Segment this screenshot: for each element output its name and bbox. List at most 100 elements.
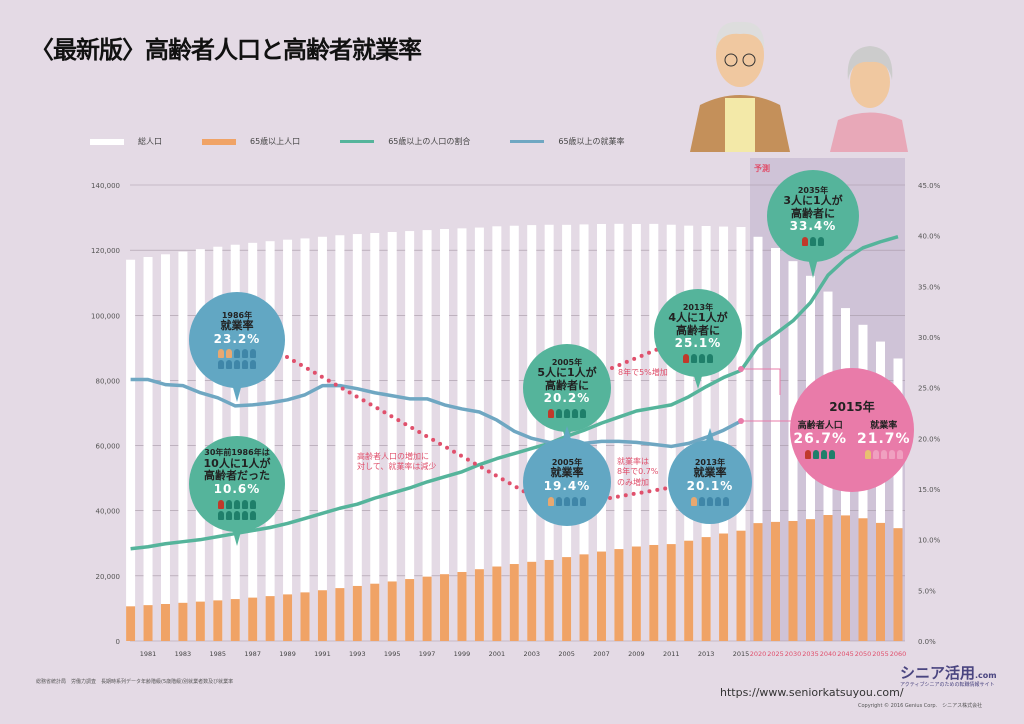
legend-label: 総人口 bbox=[138, 137, 162, 146]
x-tick-label: 2013 bbox=[698, 650, 715, 658]
bar-elderly-population bbox=[806, 519, 815, 641]
bar-elderly-population bbox=[893, 528, 903, 641]
bubble-message: 4人に1人が 高齢者に bbox=[668, 311, 728, 337]
ratio-line bbox=[130, 234, 899, 551]
elderly-couple-illustration bbox=[690, 21, 908, 152]
person-icon bbox=[707, 354, 713, 364]
dotted-annotation-line bbox=[285, 355, 527, 494]
bubble-pointer bbox=[562, 426, 572, 442]
person-icon bbox=[896, 450, 903, 460]
person-icon bbox=[691, 354, 697, 364]
person-icon bbox=[818, 237, 824, 247]
bar-elderly-population bbox=[178, 602, 188, 641]
bubble-message: 就業率 bbox=[693, 466, 727, 480]
person-icon bbox=[226, 349, 232, 359]
y-left-tick-label: 60,000 bbox=[96, 443, 121, 451]
x-tick-label: 1993 bbox=[349, 650, 366, 658]
bar-total-population bbox=[579, 224, 589, 641]
bubble-b2013emp: 2013年 就業率 20.1% bbox=[668, 440, 752, 524]
bar-total-population bbox=[771, 247, 780, 641]
elderly-pop-percent: 26.7% bbox=[793, 431, 847, 448]
bar-total-population bbox=[666, 224, 676, 642]
bar-elderly-population bbox=[527, 561, 537, 641]
dotted-annotation-line bbox=[610, 343, 670, 370]
bar-elderly-population bbox=[614, 549, 624, 641]
person-icon bbox=[234, 360, 240, 370]
person-icon bbox=[888, 450, 895, 460]
legend-label: 65歳以上人口 bbox=[250, 137, 301, 146]
legend-swatch-elderly bbox=[202, 138, 236, 145]
bar-total-population bbox=[265, 241, 275, 641]
x-tick-label: 2055 bbox=[872, 650, 889, 658]
person-icon bbox=[556, 409, 562, 419]
bar-elderly-population bbox=[492, 566, 502, 641]
person-icon bbox=[864, 450, 871, 460]
person-icon bbox=[548, 496, 554, 506]
bar-elderly-population bbox=[457, 571, 467, 641]
x-tick-label: 2005 bbox=[558, 650, 575, 658]
y-right-tick-label: 20.0% bbox=[918, 435, 941, 443]
bubble-pointer bbox=[232, 384, 242, 402]
bar-elderly-population bbox=[195, 601, 205, 641]
person-icon bbox=[218, 360, 224, 370]
legend-swatch-total bbox=[90, 138, 124, 145]
person-icon bbox=[250, 360, 256, 370]
y-right-tick-label: 30.0% bbox=[918, 334, 941, 342]
bar-elderly-population bbox=[544, 559, 554, 641]
person-icon bbox=[715, 496, 721, 506]
bar-total-population bbox=[474, 227, 484, 641]
bubble-year: 2005年 bbox=[551, 458, 583, 468]
forecast-label: 予測 bbox=[754, 164, 770, 173]
person-icon bbox=[699, 496, 705, 506]
bubble-percent: 23.2% bbox=[213, 331, 261, 346]
x-tick-label: 1997 bbox=[419, 650, 436, 658]
bubble-year: 2015年 bbox=[829, 399, 875, 414]
site-url-link[interactable]: https://www.seniorkatsuyou.com/ bbox=[720, 686, 904, 699]
bar-elderly-population bbox=[876, 522, 885, 641]
bar-elderly-population bbox=[631, 546, 641, 641]
bar-total-population bbox=[335, 235, 345, 641]
person-icon bbox=[821, 450, 828, 460]
bubble-percent: 25.1% bbox=[674, 336, 722, 351]
bar-elderly-population bbox=[352, 585, 362, 641]
bar-total-population bbox=[370, 232, 380, 641]
y-right-tick-label: 35.0% bbox=[918, 283, 941, 291]
bar-total-population bbox=[684, 225, 694, 641]
logo-text: シニア活用 bbox=[900, 664, 976, 682]
x-tick-label: 1983 bbox=[175, 650, 192, 658]
bubble-b2005ratio: 2005年 5人に1人が 高齢者に 20.2% bbox=[523, 344, 611, 432]
x-tick-label: 1999 bbox=[454, 650, 471, 658]
x-tick-label: 2030 bbox=[785, 650, 802, 658]
bubble-percent: 20.1% bbox=[686, 479, 734, 494]
bar-elderly-population bbox=[579, 554, 589, 641]
x-tick-label: 1989 bbox=[279, 650, 296, 658]
person-icon bbox=[572, 496, 578, 506]
page-title: 〈最新版〉高齢者人口と高齢者就業率 bbox=[30, 36, 422, 64]
bar-total-population bbox=[876, 341, 885, 641]
person-icon bbox=[572, 409, 578, 419]
site-logo[interactable]: シニア活用.com bbox=[900, 662, 997, 683]
person-icon bbox=[580, 409, 586, 419]
bar-total-population bbox=[283, 239, 293, 641]
bubble-b1986emp: 1986年 就業率 23.2% bbox=[189, 292, 285, 388]
bar-elderly-population bbox=[562, 557, 572, 641]
people-icons bbox=[217, 349, 257, 370]
bar-elderly-population bbox=[405, 579, 415, 641]
y-right-tick-label: 10.0% bbox=[918, 537, 941, 545]
bar-elderly-population bbox=[387, 581, 397, 641]
employment-percent: 21.7% bbox=[857, 431, 911, 448]
bubble-b2035: 2035年 3人に1人が 高齢者に 33.4% bbox=[767, 170, 859, 262]
legend-label: 65歳以上の就業率 bbox=[558, 137, 625, 146]
person-icon bbox=[250, 510, 256, 520]
x-tick-label: 2011 bbox=[663, 650, 680, 658]
bar-elderly-population bbox=[649, 544, 659, 641]
bar-total-population bbox=[649, 223, 659, 641]
person-icon bbox=[234, 510, 240, 520]
bar-elderly-population bbox=[841, 515, 850, 641]
y-left-tick-label: 140,000 bbox=[91, 182, 120, 190]
bar-elderly-population bbox=[771, 521, 780, 641]
marker-2015-employment bbox=[738, 418, 744, 424]
y-left-tick-label: 80,000 bbox=[96, 377, 121, 385]
marker-2015-ratio bbox=[738, 366, 744, 372]
